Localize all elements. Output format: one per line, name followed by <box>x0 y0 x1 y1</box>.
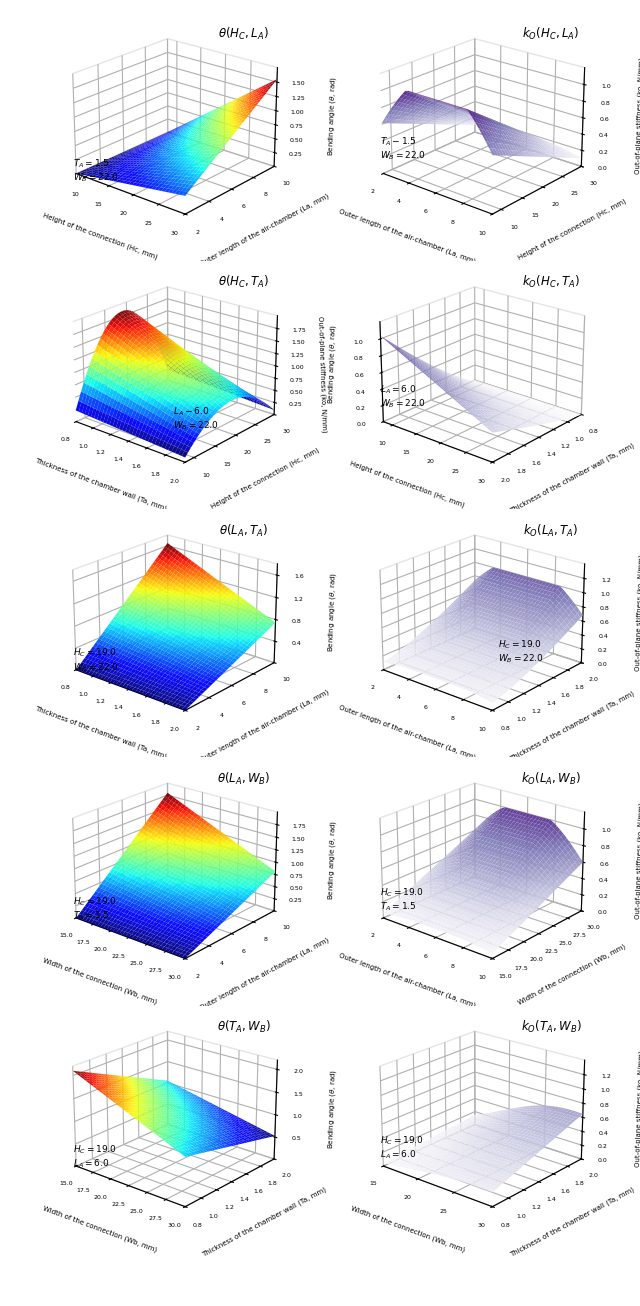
Y-axis label: Height of the connection (Hc, mm): Height of the connection (Hc, mm) <box>349 460 466 509</box>
Title: $k_O(H_C, L_A)$: $k_O(H_C, L_A)$ <box>522 26 580 42</box>
Text: $T_A = 1.5$
$W_B = 22.0$: $T_A = 1.5$ $W_B = 22.0$ <box>73 158 119 184</box>
X-axis label: Outer length of the air-chamber (La, mm): Outer length of the air-chamber (La, mm) <box>339 952 477 1010</box>
Title: $k_O(L_A, T_A)$: $k_O(L_A, T_A)$ <box>524 522 579 538</box>
Y-axis label: Thickness of the chamber wall (Ta, mm): Thickness of the chamber wall (Ta, mm) <box>509 690 635 761</box>
Title: $\theta(H_C, L_A)$: $\theta(H_C, L_A)$ <box>218 26 269 42</box>
Y-axis label: Thickness of the chamber wall (Ta, mm): Thickness of the chamber wall (Ta, mm) <box>202 1186 328 1258</box>
X-axis label: Thickness of the chamber wall (Ta, mm): Thickness of the chamber wall (Ta, mm) <box>509 441 635 513</box>
X-axis label: Thickness of the chamber wall (Ta, mm): Thickness of the chamber wall (Ta, mm) <box>34 457 167 512</box>
Title: $k_O(L_A, W_B)$: $k_O(L_A, W_B)$ <box>521 771 581 786</box>
X-axis label: Width of the connection (Wb, mm): Width of the connection (Wb, mm) <box>42 956 158 1004</box>
Y-axis label: Outer length of the air-chamber (La, mm): Outer length of the air-chamber (La, mm) <box>199 936 330 1011</box>
Text: $H_C = 19.0$
$W_B = 22.0$: $H_C = 19.0$ $W_B = 22.0$ <box>498 639 544 665</box>
Title: $k_O(H_C, T_A)$: $k_O(H_C, T_A)$ <box>522 274 580 290</box>
Y-axis label: Width of the connection (Wb, mm): Width of the connection (Wb, mm) <box>517 943 627 1006</box>
X-axis label: Height of the connection (Hc, mm): Height of the connection (Hc, mm) <box>42 212 159 261</box>
Y-axis label: Height of the connection (Hc, mm): Height of the connection (Hc, mm) <box>516 199 627 261</box>
Text: $H_C = 19.0$
$T_A = 1.5$: $H_C = 19.0$ $T_A = 1.5$ <box>73 895 116 922</box>
X-axis label: Width of the connection (Wb, mm): Width of the connection (Wb, mm) <box>349 1204 465 1252</box>
Text: $H_C = 19.0$
$T_A = 1.5$: $H_C = 19.0$ $T_A = 1.5$ <box>380 887 424 913</box>
Title: $k_O(T_A, W_B)$: $k_O(T_A, W_B)$ <box>521 1019 581 1034</box>
Title: $\theta(L_A, T_A)$: $\theta(L_A, T_A)$ <box>220 522 268 538</box>
Text: $L_A - 6.0$
$W_B = 22.0$: $L_A - 6.0$ $W_B = 22.0$ <box>173 405 219 432</box>
Text: $T_A - 1.5$
$W_B = 22.0$: $T_A - 1.5$ $W_B = 22.0$ <box>380 136 426 162</box>
Title: $\theta(L_A, W_B)$: $\theta(L_A, W_B)$ <box>217 771 271 786</box>
Title: $\theta(T_A, W_B)$: $\theta(T_A, W_B)$ <box>217 1019 271 1034</box>
X-axis label: Width of the connection (Wb, mm): Width of the connection (Wb, mm) <box>42 1204 158 1252</box>
Y-axis label: Thickness of the chamber wall (Ta, mm): Thickness of the chamber wall (Ta, mm) <box>509 1186 635 1258</box>
X-axis label: Thickness of the chamber wall (Ta, mm): Thickness of the chamber wall (Ta, mm) <box>34 705 167 760</box>
X-axis label: Outer length of the air-chamber (La, mm): Outer length of the air-chamber (La, mm) <box>339 208 477 265</box>
Text: $H_C = 19.0$
$L_A = 6.0$: $H_C = 19.0$ $L_A = 6.0$ <box>380 1135 424 1161</box>
Y-axis label: Outer length of the air-chamber (La, mm): Outer length of the air-chamber (La, mm) <box>199 192 330 266</box>
Y-axis label: Outer length of the air-chamber (La, mm): Outer length of the air-chamber (La, mm) <box>199 688 330 763</box>
Y-axis label: Height of the connection (Hc, mm): Height of the connection (Hc, mm) <box>209 447 320 509</box>
X-axis label: Outer length of the air-chamber (La, mm): Outer length of the air-chamber (La, mm) <box>339 704 477 761</box>
Text: $H_C = 19.0$
$L_A = 6.0$: $H_C = 19.0$ $L_A = 6.0$ <box>73 1143 116 1170</box>
Text: $L_A = 6.0$
$W_B = 22.0$: $L_A = 6.0$ $W_B = 22.0$ <box>380 384 426 410</box>
Text: $H_C = 19.0$
$W_B = 22.0$: $H_C = 19.0$ $W_B = 22.0$ <box>73 646 119 674</box>
Title: $\theta(H_C, T_A)$: $\theta(H_C, T_A)$ <box>218 274 269 290</box>
